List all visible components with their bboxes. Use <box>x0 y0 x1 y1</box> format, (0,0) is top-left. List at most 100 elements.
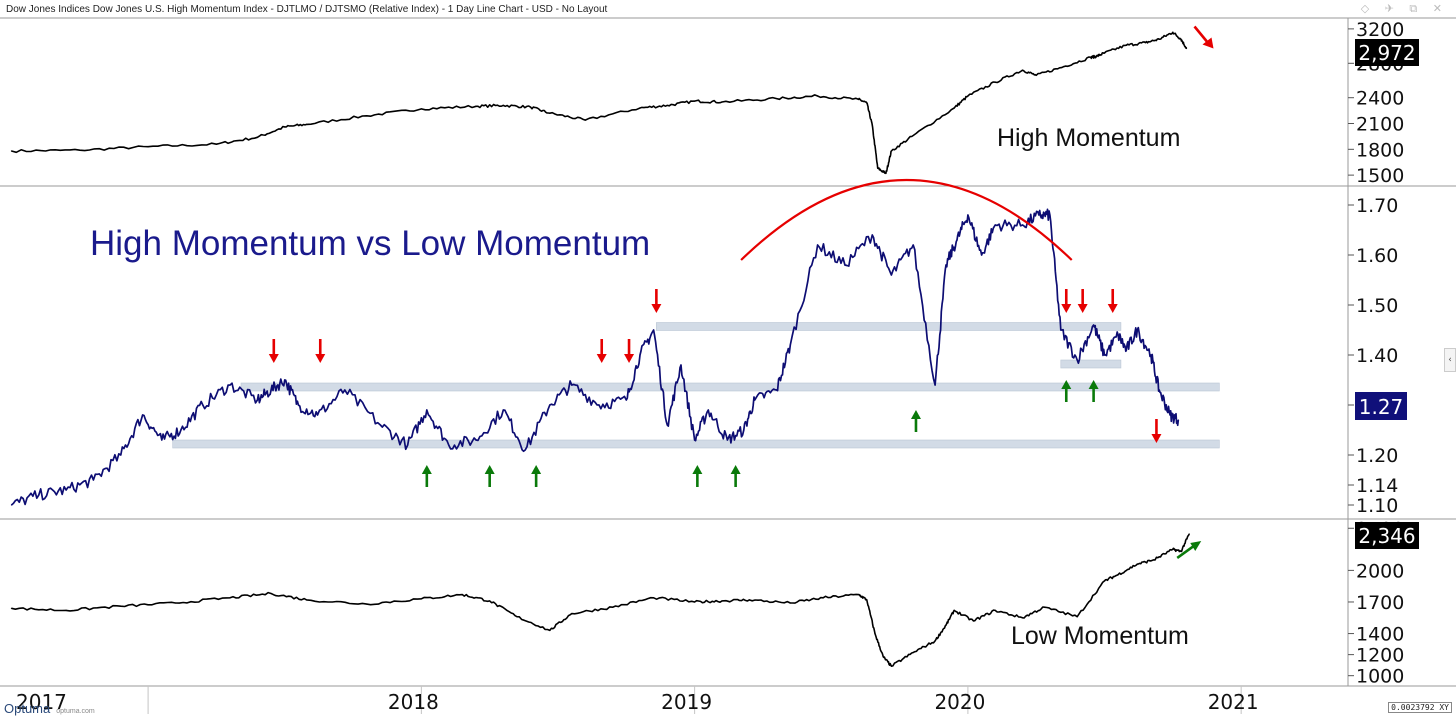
data-point-middle <box>754 399 756 401</box>
y-tick-label-top: 2100 <box>1356 114 1404 136</box>
data-point-top <box>639 107 641 109</box>
trend-arrow-head-top <box>1202 37 1214 49</box>
price-axes[interactable]: 1500180021002400280032001.101.141.201.30… <box>1348 19 1404 688</box>
data-point-bottom <box>890 665 892 667</box>
data-point-bottom <box>366 603 368 605</box>
data-point-bottom <box>653 597 655 599</box>
data-point-bottom <box>516 616 518 618</box>
data-point-middle <box>1117 334 1119 336</box>
y-tick-label-middle: 1.20 <box>1356 445 1398 467</box>
collapse-panel-button[interactable]: ‹ <box>1444 348 1456 372</box>
data-point-bottom <box>120 605 122 607</box>
data-point-top <box>721 101 723 103</box>
data-point-bottom <box>549 629 551 632</box>
data-point-top <box>877 167 879 169</box>
optuma-logo: Optuma optuma.com <box>4 701 95 716</box>
relative-chart-title: High Momentum vs Low Momentum <box>90 224 650 263</box>
data-point-bottom <box>721 600 723 602</box>
cursor-readout-value: 0.0023792 <box>1391 703 1435 712</box>
data-point-bottom <box>748 599 750 601</box>
data-point-top <box>1035 74 1037 76</box>
data-point-middle <box>344 389 346 391</box>
data-point-middle <box>270 389 272 391</box>
data-point-top <box>420 108 422 110</box>
data-point-top <box>953 107 955 109</box>
data-point-bottom <box>1021 617 1024 619</box>
data-point-bottom <box>1076 616 1078 618</box>
last-value-tags: 2,972 1.27 2,346 <box>1355 39 1419 549</box>
data-point-middle <box>10 504 13 506</box>
data-point-bottom <box>229 597 231 599</box>
data-point-top <box>1172 31 1174 33</box>
data-point-middle <box>707 409 709 411</box>
data-point-middle <box>934 384 936 386</box>
cursor-readout[interactable]: 0.0023792 XY <box>1388 702 1452 713</box>
last-value-high: 2,972 <box>1358 41 1415 65</box>
data-point-middle <box>407 444 409 446</box>
y-tick-label-middle: 1.50 <box>1356 295 1398 317</box>
trend-arrow-top <box>1193 25 1210 45</box>
data-point-middle <box>844 264 846 266</box>
down-arrow-head-6 <box>1077 304 1088 313</box>
up-arrow-head-0 <box>421 465 432 474</box>
data-point-top <box>584 119 586 121</box>
data-point-bottom <box>1103 580 1106 582</box>
data-point-middle <box>639 354 641 356</box>
data-point-middle <box>625 399 627 401</box>
data-point-top <box>1090 56 1092 58</box>
y-tick-label-middle: 1.60 <box>1356 245 1398 267</box>
data-point-bottom <box>866 599 868 601</box>
data-point-middle <box>1049 214 1051 216</box>
data-point-bottom <box>270 592 272 595</box>
time-axis[interactable]: 2017 2018 2019 2020 2021 <box>0 685 1348 714</box>
data-point-top <box>666 104 668 107</box>
y-tick-label-bottom: 1400 <box>1356 624 1404 646</box>
data-point-middle <box>180 429 182 431</box>
data-point-top <box>549 112 551 114</box>
down-arrow-head-0 <box>268 354 279 363</box>
data-point-middle <box>1060 329 1062 331</box>
data-point-bottom <box>174 602 177 604</box>
data-point-middle <box>142 414 144 416</box>
data-point-middle <box>1150 354 1152 356</box>
y-tick-label-middle: 1.70 <box>1356 195 1398 217</box>
support-band-1 <box>240 382 1220 392</box>
annotation-arrows <box>268 25 1214 560</box>
data-point-middle <box>726 439 729 441</box>
data-point-bottom <box>912 651 914 654</box>
support-bands <box>172 322 1220 449</box>
last-value-low: 2,346 <box>1358 524 1415 548</box>
data-point-top <box>890 150 892 152</box>
trend-arrow-bottom <box>1176 543 1196 560</box>
data-point-middle <box>666 424 668 426</box>
last-value-tag-high <box>1355 39 1419 66</box>
data-point-top <box>967 95 969 97</box>
data-point-bottom <box>694 601 696 603</box>
data-point-top <box>284 126 286 128</box>
year-label-2017: 2017 <box>16 690 67 714</box>
data-point-middle <box>1169 414 1171 416</box>
data-point-middle <box>816 244 819 246</box>
series-lines <box>10 31 1190 667</box>
up-arrow-head-5 <box>910 410 921 419</box>
data-point-bottom <box>934 640 936 642</box>
data-point-top <box>10 150 13 152</box>
data-point-top <box>816 95 819 97</box>
data-point-top <box>502 104 504 107</box>
y-tick-label-middle: 1.10 <box>1356 495 1398 517</box>
data-point-bottom <box>789 602 791 604</box>
data-point-middle <box>743 429 745 431</box>
data-point-top <box>256 136 259 138</box>
data-point-middle <box>1021 224 1024 226</box>
support-band-2 <box>1060 359 1122 369</box>
data-point-middle <box>284 379 286 381</box>
data-point-bottom <box>10 607 13 609</box>
data-point-bottom <box>874 632 876 635</box>
down-arrow-head-3 <box>624 354 635 363</box>
data-point-top <box>1180 38 1182 40</box>
window-controls[interactable]: ◇ ✈ ⧉ ✕ <box>1360 2 1448 15</box>
data-point-top <box>79 149 81 151</box>
high-momentum-title: High Momentum <box>997 124 1180 152</box>
data-point-middle <box>549 404 551 406</box>
